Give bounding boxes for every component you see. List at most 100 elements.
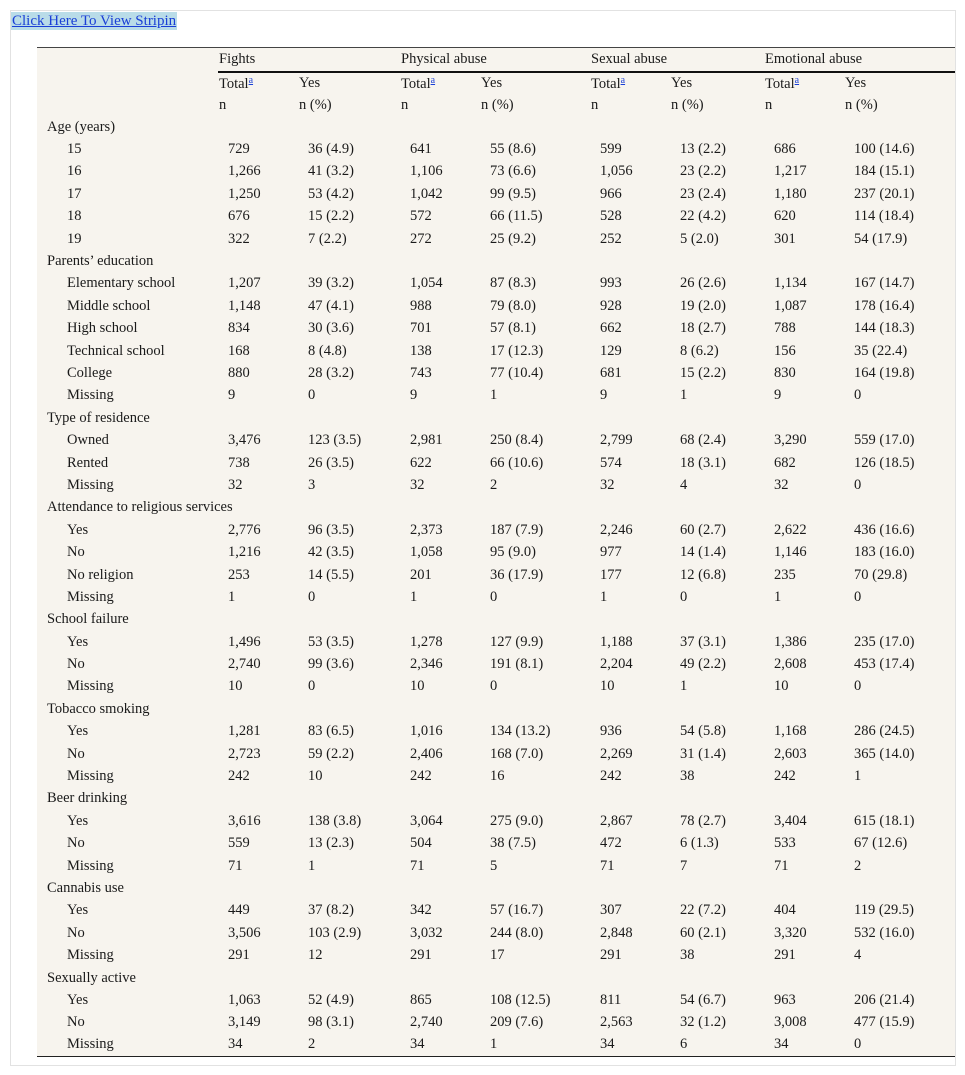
cell: 32 (1.2) <box>680 1014 726 1031</box>
cell: 178 (16.4) <box>854 297 915 314</box>
cell: 100 (14.6) <box>854 141 915 158</box>
cell: 7 <box>680 857 688 874</box>
cell: 1,042 <box>410 185 443 202</box>
cell: 275 (9.0) <box>490 812 544 829</box>
cell: 187 (7.9) <box>490 521 544 538</box>
cell: 19 (2.0) <box>680 297 726 314</box>
section-title: Age (years) <box>47 118 116 135</box>
cell: 533 <box>774 835 796 852</box>
cell: 126 (18.5) <box>854 454 915 471</box>
cell: 67 (12.6) <box>854 835 908 852</box>
cell: 78 (2.7) <box>680 812 726 829</box>
data-row: Yes 449 37 (8.2) 342 57 (16.7) 307 22 (7.2) 404… <box>37 900 955 922</box>
cell: 599 <box>600 141 622 158</box>
cell: 3,032 <box>410 924 443 941</box>
cell: 156 <box>774 342 796 359</box>
pct-unit: n (%) <box>481 96 514 113</box>
cell: 8 (6.2) <box>680 342 719 359</box>
cell: 477 (15.9) <box>854 1014 915 1031</box>
cell: 2,848 <box>600 924 633 941</box>
cell: 3,064 <box>410 812 443 829</box>
cell: 242 <box>774 768 796 785</box>
cell: 2,563 <box>600 1014 633 1031</box>
cell: 183 (16.0) <box>854 544 915 561</box>
cell: 49 (2.2) <box>680 656 726 673</box>
cell: 1 <box>490 387 498 404</box>
cell: 3,149 <box>228 1014 261 1031</box>
data-row: Elementary school 1,207 39 (3.2) 1,054 87 (8… <box>37 273 955 295</box>
cell: 38 (7.5) <box>490 835 536 852</box>
cell: 472 <box>600 835 622 852</box>
row-label: Missing <box>67 678 114 695</box>
cell: 30 (3.6) <box>308 320 354 337</box>
cell: 95 (9.0) <box>490 544 536 561</box>
cell: 272 <box>410 230 432 247</box>
cell: 928 <box>600 297 622 314</box>
data-row: Yes 1,281 83 (6.5) 1,016 134 (13.2) 936 54 (5.… <box>37 721 955 743</box>
cell: 963 <box>774 991 796 1008</box>
data-row: Missing 71 1 71 5 71 7 71 2 <box>37 855 955 877</box>
cell: 3,616 <box>228 812 261 829</box>
section-title: Type of residence <box>47 409 150 426</box>
cell: 1 <box>410 588 418 605</box>
cell: 6 (1.3) <box>680 835 719 852</box>
cell: 1,054 <box>410 275 443 292</box>
cell: 788 <box>774 320 796 337</box>
cell: 10 <box>600 678 615 695</box>
cell: 28 (3.2) <box>308 364 354 381</box>
cell: 31 (1.4) <box>680 745 726 762</box>
cell: 25 (9.2) <box>490 230 536 247</box>
data-row: Missing 291 12 291 17 291 38 291 4 <box>37 944 955 966</box>
data-row: Middle school 1,148 47 (4.1) 988 79 (8.0) 928… <box>37 295 955 317</box>
cell: 60 (2.7) <box>680 521 726 538</box>
cell: 98 (3.1) <box>308 1014 354 1031</box>
cell: 2,981 <box>410 432 443 449</box>
cell: 2,740 <box>228 656 261 673</box>
cell: 966 <box>600 185 622 202</box>
cell: 865 <box>410 991 432 1008</box>
data-row: Missing 32 3 32 2 32 4 32 0 <box>37 474 955 496</box>
cell: 559 (17.0) <box>854 432 915 449</box>
cell: 34 <box>774 1036 789 1053</box>
data-row: Missing 34 2 34 1 34 6 34 0 <box>37 1034 955 1056</box>
section-title: School failure <box>47 611 129 628</box>
cell: 1,148 <box>228 297 261 314</box>
cell: 164 (19.8) <box>854 364 915 381</box>
cell: 3,404 <box>774 812 807 829</box>
cell: 108 (12.5) <box>490 991 551 1008</box>
row-label: Missing <box>67 588 114 605</box>
cell: 191 (8.1) <box>490 656 544 673</box>
row-label: Yes <box>67 991 89 1008</box>
view-link[interactable]: Click Here To View Stripin <box>11 12 178 30</box>
cell: 2,776 <box>228 521 261 538</box>
cell: 1,386 <box>774 633 807 650</box>
row-label: 16 <box>67 163 82 180</box>
cell: 1,056 <box>600 163 633 180</box>
data-row: College 880 28 (3.2) 743 77 (10.4) 681 15 (2.2… <box>37 362 955 384</box>
cell: 3,506 <box>228 924 261 941</box>
cell: 4 <box>680 476 688 493</box>
cell: 168 <box>228 342 250 359</box>
cell: 10 <box>308 768 323 785</box>
cell: 17 <box>490 947 505 964</box>
total-header: Totala <box>400 72 480 94</box>
cell: 32 <box>600 476 615 493</box>
section-row: Parents’ education <box>37 250 955 272</box>
data-row: No religion 253 14 (5.5) 201 36 (17.9) 177 12 … <box>37 564 955 586</box>
row-label: No <box>67 656 85 673</box>
cell: 1,016 <box>410 723 443 740</box>
cell: 1,278 <box>410 633 443 650</box>
cell: 2,740 <box>410 1014 443 1031</box>
cell: 449 <box>228 902 250 919</box>
cell: 3 <box>308 476 316 493</box>
cell: 38 <box>680 768 695 785</box>
footnote-mark: a <box>248 74 254 86</box>
data-row: Owned 3,476 123 (3.5) 2,981 250 (8.4) 2,799 68… <box>37 429 955 451</box>
cell: 681 <box>600 364 622 381</box>
cell: 129 <box>600 342 622 359</box>
cell: 167 (14.7) <box>854 275 915 292</box>
cell: 1 <box>680 678 688 695</box>
cell: 60 (2.1) <box>680 924 726 941</box>
section-title: Tobacco smoking <box>47 700 150 717</box>
cell: 103 (2.9) <box>308 924 362 941</box>
